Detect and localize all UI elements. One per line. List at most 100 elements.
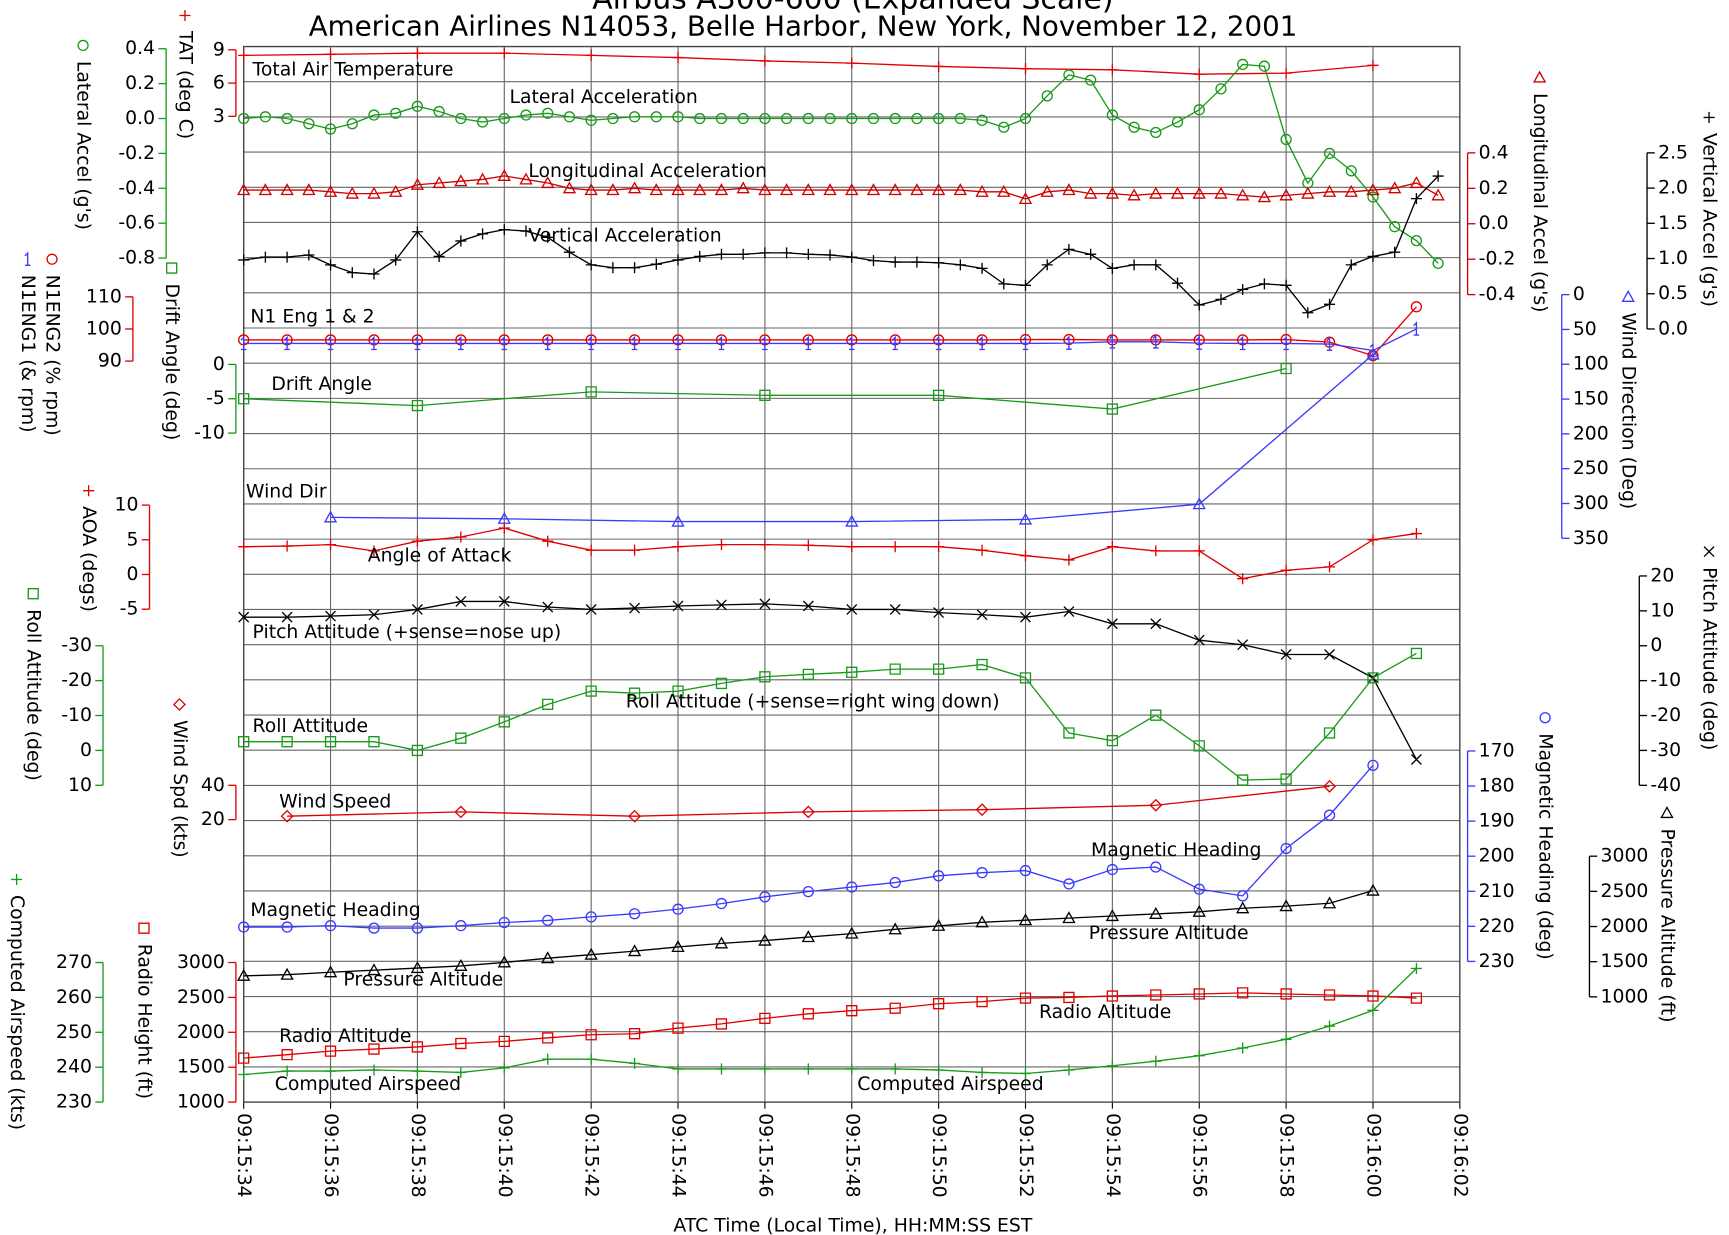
- marker: [587, 335, 594, 351]
- axis-label: N1ENG1 (& rpm): [17, 275, 38, 433]
- y-tick-label: 350: [1573, 528, 1609, 549]
- y-tick-label: 9: [213, 39, 225, 60]
- marker: [933, 1064, 945, 1076]
- marker: [1280, 649, 1292, 660]
- marker: [932, 998, 945, 1010]
- y-tick-label: 2500: [177, 987, 225, 1008]
- x-tick-label: 09:15:48: [841, 1113, 862, 1198]
- marker: [1063, 243, 1075, 255]
- marker: [1106, 990, 1119, 1002]
- marker: [846, 541, 858, 553]
- marker: [541, 176, 555, 189]
- marker: [498, 1062, 510, 1074]
- marker: [324, 123, 337, 135]
- marker: [1324, 649, 1335, 660]
- y-tick-label: 1.5: [1658, 213, 1688, 234]
- marker: [1410, 234, 1423, 247]
- y-tick-label: 40: [201, 775, 225, 796]
- y-tick-label: 2500: [1601, 881, 1649, 902]
- marker: [324, 736, 337, 748]
- marker: [1280, 1033, 1292, 1045]
- marker: [1280, 842, 1292, 855]
- marker: [237, 183, 251, 196]
- marker: [845, 514, 859, 527]
- marker: [1193, 883, 1205, 895]
- y-tick-label: 0.0: [1658, 318, 1688, 339]
- x-tick-label: 09:15:54: [1102, 1113, 1123, 1197]
- axis-label: Wind Spd (kts): [169, 720, 190, 858]
- marker: [475, 172, 490, 185]
- marker: [454, 959, 468, 972]
- marker: [433, 105, 445, 118]
- series-label: Computed Airspeed: [275, 1074, 461, 1095]
- marker: [628, 111, 641, 123]
- marker: [370, 335, 377, 351]
- marker: [1018, 192, 1033, 205]
- marker: [323, 965, 338, 978]
- axis-label: Magnetic Heading (deg): [1535, 733, 1556, 960]
- marker: [367, 963, 381, 976]
- y-tick-label: -20: [1650, 705, 1681, 726]
- axis-symbol: [46, 253, 58, 265]
- marker: [325, 48, 337, 60]
- y-tick-label: 0.2: [125, 73, 155, 94]
- marker: [1193, 299, 1205, 311]
- marker: [1367, 59, 1379, 71]
- y-tick-label: 0.2: [1479, 178, 1509, 199]
- marker: [410, 177, 425, 190]
- marker: [628, 908, 641, 920]
- series-label: Roll Attitude (+sense=right wing down): [626, 692, 1000, 713]
- marker: [411, 922, 424, 934]
- y-tick-label: 6: [213, 73, 225, 94]
- series-line: [243, 652, 1417, 781]
- y-tick-label: -30: [1650, 740, 1681, 761]
- marker: [629, 602, 641, 614]
- marker: [672, 52, 684, 64]
- marker: [628, 687, 641, 699]
- marker: [867, 255, 880, 267]
- marker: [759, 247, 771, 259]
- marker: [562, 181, 577, 194]
- series-line: [243, 527, 1417, 580]
- marker: [629, 262, 641, 274]
- marker: [237, 968, 251, 981]
- marker: [1019, 279, 1032, 291]
- marker: [411, 1065, 423, 1077]
- marker: [323, 184, 338, 197]
- marker: [1192, 904, 1206, 917]
- marker: [802, 248, 814, 260]
- marker: [1389, 246, 1401, 258]
- marker: [1410, 962, 1422, 974]
- marker: [368, 109, 380, 121]
- marker: [542, 107, 554, 119]
- marker: [1323, 809, 1336, 821]
- marker: [715, 248, 727, 260]
- marker: [544, 335, 551, 351]
- y-tick-label: -40: [1650, 775, 1681, 796]
- marker: [1432, 257, 1444, 269]
- marker: [933, 60, 945, 72]
- marker: [281, 540, 293, 552]
- marker: [410, 961, 425, 974]
- marker: [1367, 534, 1379, 546]
- marker: [1367, 672, 1379, 684]
- marker: [1128, 259, 1140, 271]
- y-tick-label: -0.4: [1479, 284, 1516, 305]
- marker: [542, 535, 554, 547]
- marker: [454, 805, 468, 819]
- marker: [1063, 991, 1075, 1004]
- y-tick-label: 2000: [177, 1022, 225, 1043]
- series-label: Magnetic Heading: [1091, 840, 1261, 861]
- axis-label: Pressure Altitude (ft): [1656, 829, 1677, 1023]
- marker: [627, 181, 642, 194]
- marker: [259, 111, 272, 123]
- marker: [1019, 672, 1032, 684]
- marker: [411, 399, 424, 412]
- marker: [542, 231, 554, 243]
- marker: [325, 610, 337, 622]
- marker: [1106, 262, 1118, 274]
- marker: [976, 609, 988, 621]
- marker: [238, 611, 250, 623]
- marker: [324, 919, 337, 932]
- marker: [649, 183, 663, 196]
